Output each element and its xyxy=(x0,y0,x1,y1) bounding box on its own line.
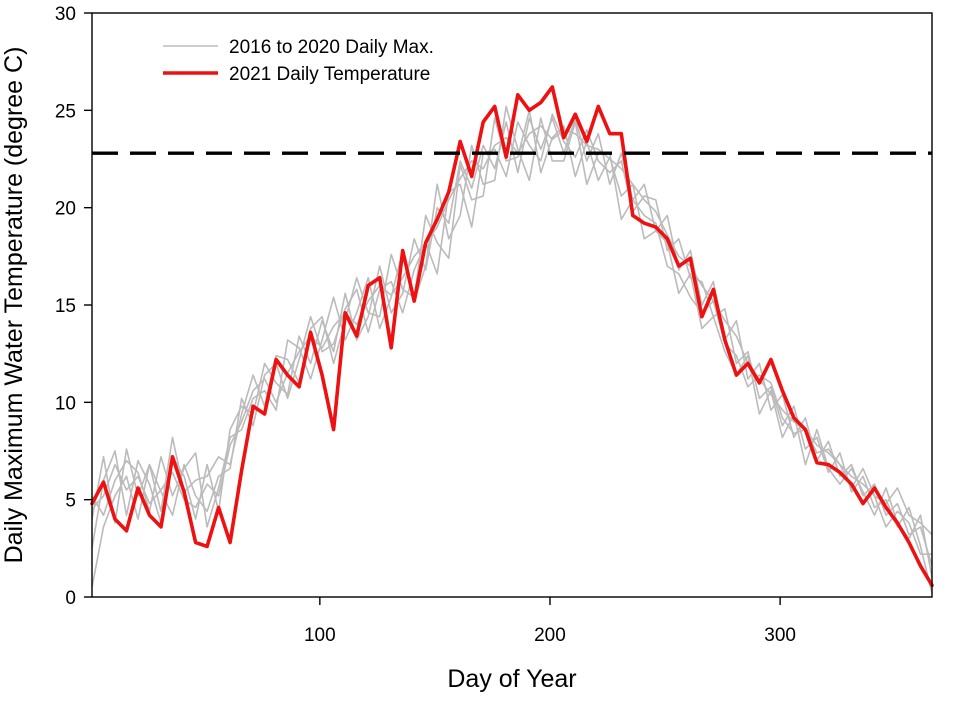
legend-label-historical: 2016 to 2020 Daily Max. xyxy=(229,37,434,58)
legend: 2016 to 2020 Daily Max. 2021 Daily Tempe… xyxy=(163,37,434,85)
y-axis-title: Daily Maximum Water Temperature (degree … xyxy=(0,47,28,564)
x-tick-label: 100 xyxy=(304,625,336,646)
y-tick-label: 30 xyxy=(55,4,76,25)
current-year-line xyxy=(90,85,934,588)
y-tick-label: 20 xyxy=(55,199,76,220)
x-tick-label: 300 xyxy=(764,625,796,646)
y-tick-label: 0 xyxy=(65,588,76,609)
y-tick-label: 5 xyxy=(65,491,76,512)
y-tick-label: 15 xyxy=(55,296,76,317)
y-axis-ticks: 0 5 10 15 20 25 30 xyxy=(55,4,92,609)
current-year-line-group xyxy=(90,85,934,588)
x-tick-label: 200 xyxy=(534,625,566,646)
y-tick-label: 10 xyxy=(55,393,76,414)
x-axis-title: Day of Year xyxy=(447,665,576,693)
legend-label-current-year: 2021 Daily Temperature xyxy=(229,64,430,85)
y-tick-label: 25 xyxy=(55,101,76,122)
x-axis-ticks: 100 200 300 xyxy=(304,597,796,646)
